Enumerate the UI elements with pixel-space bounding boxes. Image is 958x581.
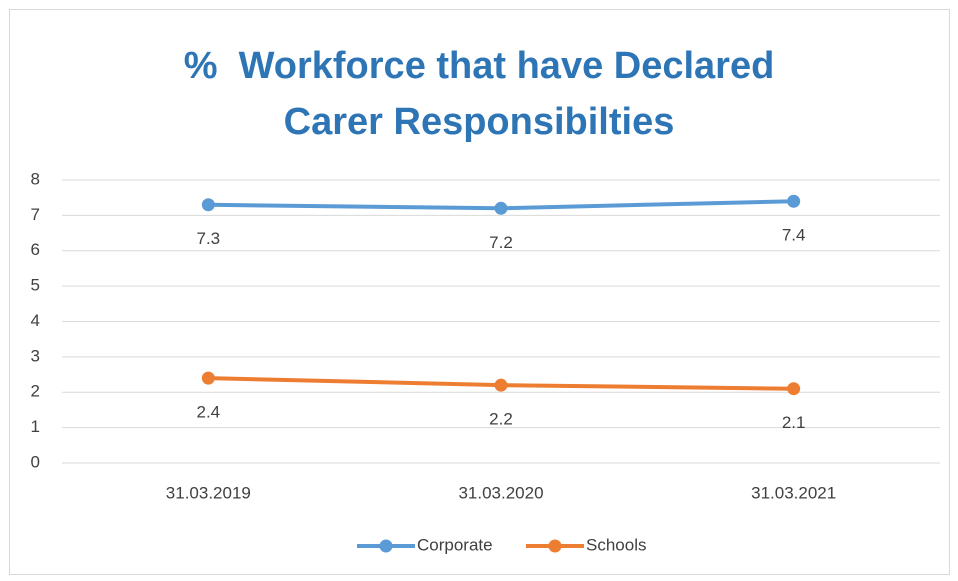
data-point <box>494 378 508 392</box>
data-point <box>494 201 508 215</box>
x-tick-label: 31.03.2020 <box>458 483 543 502</box>
legend-label: Corporate <box>417 535 493 554</box>
y-tick-label: 8 <box>31 169 40 188</box>
data-label: 2.4 <box>197 403 221 422</box>
data-point <box>787 194 801 208</box>
legend-marker <box>548 539 562 553</box>
y-tick-label: 0 <box>31 452 40 471</box>
data-label: 2.1 <box>782 413 806 432</box>
y-tick-label: 7 <box>31 205 40 224</box>
y-tick-label: 3 <box>31 346 40 365</box>
chart-border <box>9 9 950 575</box>
y-tick-label: 5 <box>31 276 40 295</box>
data-label: 2.2 <box>489 410 513 429</box>
y-tick-label: 6 <box>31 240 40 259</box>
legend-marker <box>379 539 393 553</box>
data-point <box>201 371 215 385</box>
data-point <box>787 382 801 396</box>
chart-title: % Workforce that have Declared Carer Res… <box>183 45 785 143</box>
y-tick-label: 2 <box>31 382 40 401</box>
x-tick-label: 31.03.2021 <box>751 483 836 502</box>
data-label: 7.3 <box>197 229 221 248</box>
data-label: 7.2 <box>489 233 513 252</box>
x-tick-label: 31.03.2019 <box>166 483 251 502</box>
y-tick-label: 1 <box>31 417 40 436</box>
data-point <box>201 198 215 212</box>
legend-label: Schools <box>586 535 646 554</box>
y-tick-label: 4 <box>31 311 40 330</box>
data-label: 7.4 <box>782 226 806 245</box>
